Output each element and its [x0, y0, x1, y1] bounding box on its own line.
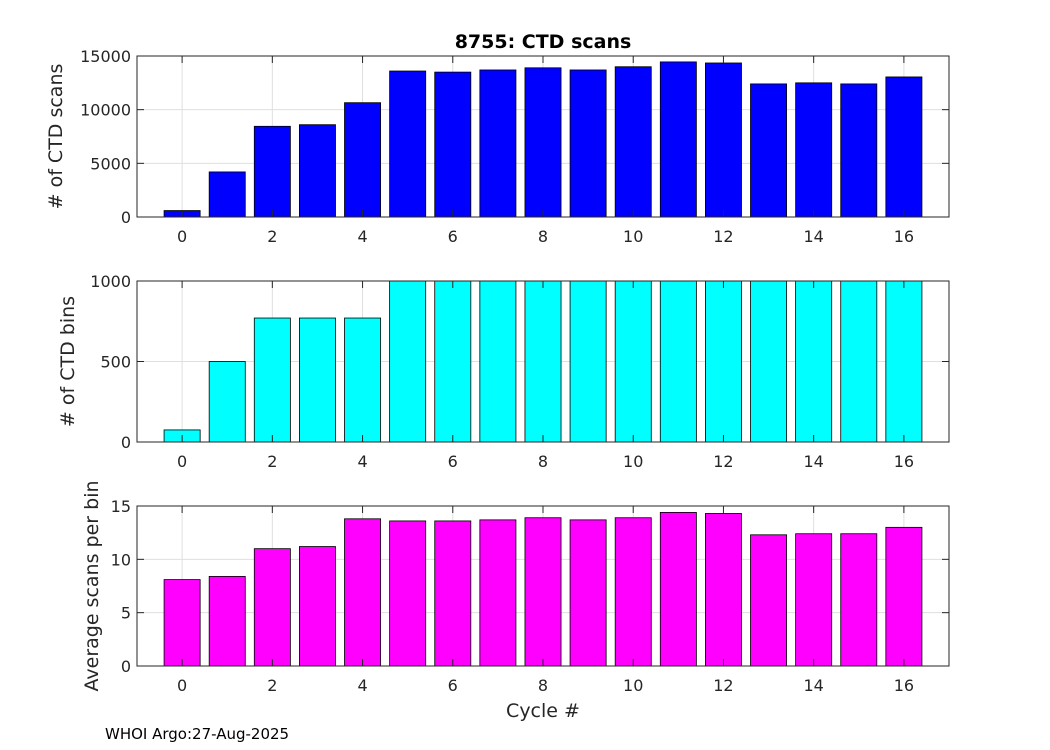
x-tick-label: 0	[177, 452, 187, 471]
x-tick-label: 10	[623, 676, 643, 695]
x-tick-label: 4	[357, 676, 367, 695]
y-axis-label: # of CTD scans	[45, 64, 67, 210]
y-tick-label: 0	[121, 433, 131, 452]
x-tick-label: 12	[713, 676, 733, 695]
x-tick-label: 16	[894, 676, 914, 695]
x-tick-label: 6	[448, 227, 458, 246]
x-tick-label: 16	[894, 227, 914, 246]
y-tick-label: 15	[111, 497, 131, 516]
x-tick-label: 12	[713, 227, 733, 246]
bar	[569, 69, 607, 218]
x-tick-label: 2	[267, 452, 277, 471]
bar	[569, 280, 607, 443]
bar	[434, 520, 472, 667]
y-tick-label: 10	[111, 550, 131, 569]
bar	[795, 280, 833, 443]
bar	[389, 520, 427, 667]
bar	[298, 546, 336, 667]
x-tick-label: 0	[177, 227, 187, 246]
bar	[298, 317, 336, 443]
bar	[569, 519, 607, 667]
bar	[524, 517, 562, 667]
ctd-bins-panel: 0 2 4 6 8 10 12 14 16 0 500 1000 # of CTD bins	[57, 272, 950, 471]
x-tick-label: 8	[538, 676, 548, 695]
bar	[885, 526, 923, 667]
x-tick-label: 6	[448, 676, 458, 695]
bar	[479, 280, 517, 443]
bar	[840, 83, 878, 218]
chart-title: 8755: CTD scans	[455, 31, 632, 53]
bar	[659, 512, 697, 667]
bar	[795, 82, 833, 218]
x-tick-label: 10	[623, 227, 643, 246]
bar	[885, 280, 923, 443]
bar	[479, 519, 517, 667]
bar	[389, 280, 427, 443]
y-tick-label: 10000	[80, 101, 131, 120]
bar	[614, 66, 652, 218]
bar	[344, 317, 381, 443]
y-tick-label: 5000	[90, 154, 131, 173]
x-tick-label: 12	[713, 452, 733, 471]
bar	[208, 361, 246, 443]
bar	[840, 280, 878, 443]
x-tick-label: 2	[267, 676, 277, 695]
bar	[434, 71, 472, 218]
bar	[524, 280, 562, 443]
bar	[659, 280, 697, 443]
bar	[750, 83, 787, 218]
bar	[208, 171, 246, 218]
bar	[750, 280, 787, 443]
y-axis-label: # of CTD bins	[57, 296, 79, 427]
bar	[208, 576, 246, 667]
x-tick-label: 8	[538, 227, 548, 246]
bar	[479, 69, 517, 218]
bar	[659, 61, 697, 218]
x-tick-label: 14	[803, 676, 823, 695]
bar	[163, 579, 201, 667]
x-axis-label: Cycle #	[506, 700, 580, 722]
bar	[614, 280, 652, 443]
bar	[885, 76, 923, 218]
y-tick-label: 0	[121, 657, 131, 676]
x-tick-label: 10	[623, 452, 643, 471]
bar	[524, 67, 562, 218]
x-tick-label: 6	[448, 452, 458, 471]
bar	[298, 124, 336, 218]
y-axis-label: Average scans per bin	[81, 480, 103, 691]
y-tick-label: 0	[121, 208, 131, 227]
bar	[750, 534, 787, 667]
y-tick-label: 15000	[80, 47, 131, 66]
bar	[344, 102, 381, 218]
bar	[344, 518, 381, 667]
bar	[253, 317, 291, 443]
x-tick-label: 14	[803, 452, 823, 471]
avg-scans-per-bin-panel: 0 2 4 6 8 10 12 14 16 0 5 10 15 Average scans per bin	[81, 480, 950, 695]
bar	[614, 517, 652, 667]
bar	[705, 280, 742, 443]
x-tick-label: 4	[357, 227, 367, 246]
bar	[795, 533, 833, 667]
y-tick-label: 5	[121, 604, 131, 623]
y-tick-label: 1000	[90, 272, 131, 291]
bar	[389, 70, 427, 218]
footer-credit: WHOI Argo:27-Aug-2025	[105, 725, 290, 743]
y-tick-label: 500	[100, 353, 131, 372]
bar	[705, 513, 742, 667]
bar	[253, 125, 291, 218]
x-tick-label: 0	[177, 676, 187, 695]
bar	[253, 548, 291, 667]
bar	[705, 62, 742, 218]
x-tick-label: 8	[538, 452, 548, 471]
x-tick-label: 14	[803, 227, 823, 246]
bar	[434, 280, 472, 443]
x-tick-label: 4	[357, 452, 367, 471]
ctd-scans-panel: 0 2 4 6 8 10 12 14 16 0 5000 10000 15000 # of CTD sca…	[45, 47, 950, 246]
x-tick-label: 16	[894, 452, 914, 471]
x-tick-label: 2	[267, 227, 277, 246]
bar	[840, 533, 878, 667]
